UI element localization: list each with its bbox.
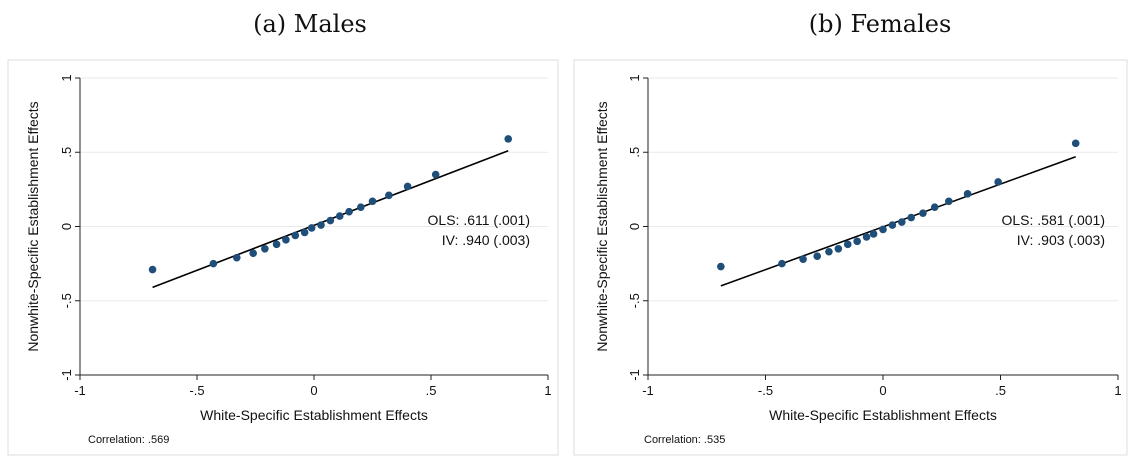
data-point xyxy=(291,231,300,240)
correlation-note: Correlation: .569 xyxy=(88,434,169,446)
panel-females: -1 -.5 0 .5 1 -1 -.5 0 .5 1 White-Specific Establi… xyxy=(573,59,1128,456)
x-tick-label: -1 xyxy=(642,383,654,398)
data-point xyxy=(345,207,353,216)
data-point xyxy=(368,197,377,206)
data-point xyxy=(963,190,972,198)
data-point xyxy=(843,240,852,249)
data-point xyxy=(335,212,344,220)
x-tick-label: .5 xyxy=(426,383,437,398)
y-tick-label: -.5 xyxy=(627,293,642,308)
y-tick-label: .5 xyxy=(627,147,642,158)
regression-annotation: IV: .903 (.003) xyxy=(1017,232,1105,248)
y-axis-label: Nonwhite-Specific Establishment Effects xyxy=(25,101,41,351)
panel-a-title: (a) Males xyxy=(253,10,367,38)
data-point xyxy=(853,237,861,246)
data-point xyxy=(1071,139,1080,148)
x-tick-label: -1 xyxy=(74,383,86,398)
y-tick-label: 0 xyxy=(627,223,642,230)
data-point xyxy=(813,252,821,260)
panel-males: -1 -.5 0 .5 1 -1 -.5 0 .5 1 White-Specific Establi… xyxy=(7,59,559,456)
x-tick-label: 0 xyxy=(310,383,317,398)
data-point xyxy=(869,230,878,238)
data-point xyxy=(272,240,281,249)
x-tick-label: -.5 xyxy=(758,383,773,398)
y-tick-label: -.5 xyxy=(59,293,74,308)
data-point xyxy=(930,203,939,211)
y-tick-label: 1 xyxy=(59,74,74,81)
y-axis-label: Nonwhite-Specific Establishment Effects xyxy=(594,101,610,351)
data-point xyxy=(307,224,316,232)
panel-frame xyxy=(7,59,559,456)
data-point xyxy=(994,178,1002,186)
data-point xyxy=(431,170,440,179)
correlation-note: Correlation: .535 xyxy=(644,434,725,446)
panel-frame xyxy=(573,59,1128,456)
data-point xyxy=(357,203,365,211)
data-point xyxy=(799,255,807,263)
data-point xyxy=(209,259,218,268)
data-point xyxy=(232,253,241,262)
y-tick-label: -1 xyxy=(59,369,74,381)
regression-annotation: IV: .940 (.003) xyxy=(442,232,530,248)
x-tick-label: 1 xyxy=(544,383,551,398)
x-tick-label: -.5 xyxy=(189,383,204,398)
y-tick-label: -1 xyxy=(627,369,642,381)
x-tick-label: .5 xyxy=(995,383,1006,398)
data-point xyxy=(862,233,871,241)
data-point xyxy=(834,244,843,253)
data-point xyxy=(385,191,393,200)
data-point xyxy=(249,249,257,258)
data-point xyxy=(326,216,335,225)
data-point xyxy=(919,209,927,217)
panel-b-title: (b) Females xyxy=(808,10,952,38)
y-tick-label: 1 xyxy=(627,74,642,81)
regression-annotation: OLS: .611 (.001) xyxy=(428,212,530,228)
data-point xyxy=(888,221,897,229)
data-point xyxy=(898,218,906,226)
x-axis-label: White-Specific Establishment Effects xyxy=(769,407,997,423)
data-point xyxy=(148,265,157,274)
data-point xyxy=(717,262,725,271)
x-axis-label: White-Specific Establishment Effects xyxy=(200,407,428,423)
data-point xyxy=(504,135,513,143)
data-point xyxy=(879,225,887,234)
data-point xyxy=(317,221,325,229)
y-tick-label: .5 xyxy=(59,147,74,158)
data-point xyxy=(778,259,786,268)
regression-annotation: OLS: .581 (.001) xyxy=(1001,212,1105,228)
data-point xyxy=(907,213,915,222)
y-tick-label: 0 xyxy=(59,223,74,230)
data-point xyxy=(282,236,290,244)
x-tick-label: 1 xyxy=(1114,383,1121,398)
data-point xyxy=(300,228,309,237)
data-point xyxy=(825,247,833,256)
data-point xyxy=(403,182,412,191)
data-point xyxy=(945,197,953,206)
x-tick-label: 0 xyxy=(879,383,886,398)
data-point xyxy=(261,244,269,253)
